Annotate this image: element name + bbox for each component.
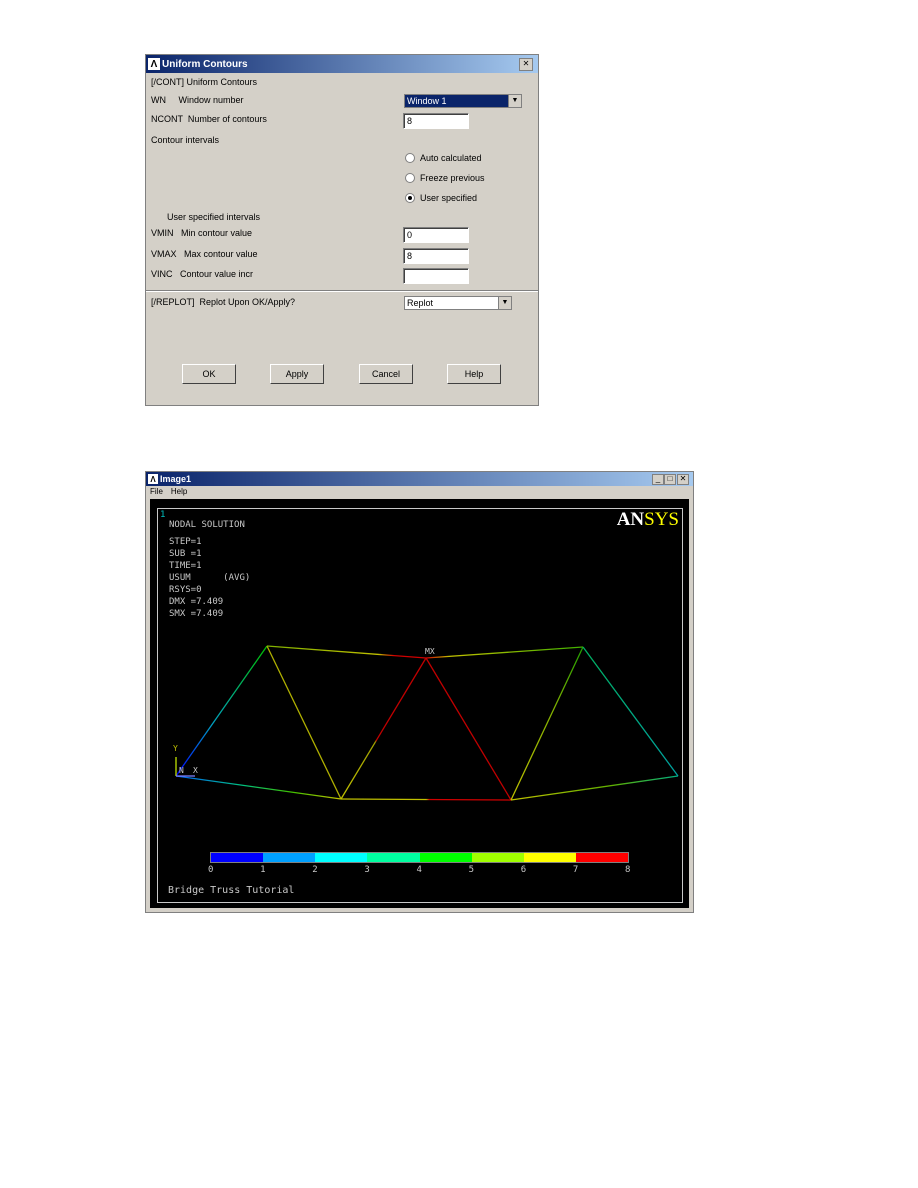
legend-segment <box>575 853 628 862</box>
ansys-logo: ANSYS <box>616 509 679 530</box>
apply-button[interactable]: Apply <box>270 364 324 384</box>
triad-y-label: Y <box>173 744 178 753</box>
info-line: TIME=1 <box>169 561 202 571</box>
legend-label: 7 <box>572 865 579 875</box>
chevron-down-icon[interactable]: ▼ <box>498 297 511 309</box>
plot-caption: Bridge Truss Tutorial <box>168 885 295 896</box>
info-line: RSYS=0 <box>169 585 202 595</box>
vmax-label: VMAX Max contour value <box>151 249 258 259</box>
wn-label: WN Window number <box>151 95 244 105</box>
chevron-down-icon[interactable]: ▼ <box>508 95 521 107</box>
contour-intervals-label: Contour intervals <box>151 135 220 145</box>
minimize-icon[interactable]: _ <box>652 474 664 485</box>
window-number-value: Window 1 <box>407 96 447 106</box>
image-window: Λ Image1 _ □ ✕ File Help 1 ANSYS NODAL SOL… <box>145 471 694 913</box>
legend-label: 6 <box>520 865 527 875</box>
legend-segment <box>263 853 316 862</box>
truss-plot <box>175 645 679 801</box>
info-line: DMX =7.409 <box>169 597 224 607</box>
truss-member <box>175 645 268 777</box>
dialog-title: Uniform Contours <box>162 58 248 70</box>
info-line: USUM (AVG) <box>169 573 251 583</box>
dialog-header: [/CONT] Uniform Contours <box>151 77 258 87</box>
ok-button[interactable]: OK <box>182 364 236 384</box>
radio-label: User specified <box>420 193 478 203</box>
radio-label: Auto calculated <box>420 153 482 163</box>
truss-member <box>582 646 679 777</box>
dialog-title-bar[interactable]: Λ Uniform Contours <box>146 55 538 73</box>
info-title: NODAL SOLUTION <box>169 520 245 530</box>
ansys-logo-icon: Λ <box>148 474 158 484</box>
radio-icon[interactable] <box>405 173 415 183</box>
maximize-icon[interactable]: □ <box>664 474 676 485</box>
ncont-input[interactable]: 8 <box>403 113 469 129</box>
radio-label: Freeze previous <box>420 173 485 183</box>
image-title-bar[interactable]: Λ Image1 <box>146 472 693 486</box>
truss-member <box>175 775 342 800</box>
radio-auto-calculated[interactable]: Auto calculated <box>405 153 482 163</box>
vmin-input[interactable]: 0 <box>403 227 469 243</box>
legend-label: 8 <box>625 865 631 875</box>
truss-member <box>266 645 342 800</box>
plot-frame <box>157 508 683 903</box>
info-line: SMX =7.409 <box>169 609 224 619</box>
radio-user-specified[interactable]: User specified <box>405 193 477 203</box>
radio-icon[interactable] <box>405 153 415 163</box>
info-line: SUB =1 <box>169 549 202 559</box>
replot-select[interactable]: Replot ▼ <box>404 296 512 310</box>
menu-file[interactable]: File <box>150 487 163 496</box>
window-number: 1 <box>160 510 166 520</box>
radio-checked-icon[interactable] <box>405 193 415 203</box>
divider <box>146 290 538 292</box>
menu-bar: File Help <box>150 487 187 496</box>
ansys-logo-icon: Λ <box>148 58 160 70</box>
vmax-input[interactable]: 8 <box>403 248 469 264</box>
vmin-label: VMIN Min contour value <box>151 228 253 238</box>
contour-legend-bar <box>210 852 629 863</box>
truss-member <box>510 646 584 801</box>
radio-freeze-previous[interactable]: Freeze previous <box>405 173 485 183</box>
help-button[interactable]: Help <box>447 364 501 384</box>
ncont-label: NCONT Number of contours <box>151 114 267 124</box>
info-line: STEP=1 <box>169 537 202 547</box>
legend-label: 3 <box>364 865 370 875</box>
legend-label: 0 <box>208 865 214 875</box>
uniform-contours-dialog: Λ Uniform Contours ✕ [/CONT] Uniform Cont… <box>145 54 539 406</box>
triad-n-label: N <box>179 766 184 775</box>
legend-label: 4 <box>416 865 422 875</box>
legend-segment <box>419 853 472 862</box>
truss-member <box>425 646 584 659</box>
replot-label: [/REPLOT] Replot Upon OK/Apply? <box>151 297 296 307</box>
legend-segment <box>471 853 524 862</box>
truss-member <box>340 657 427 800</box>
replot-value: Replot <box>407 298 434 308</box>
legend-label: 1 <box>260 865 266 875</box>
graphics-area[interactable]: 1 ANSYS NODAL SOLUTION STEP=1 SUB =1 TIM… <box>150 499 689 908</box>
menu-help[interactable]: Help <box>170 487 188 496</box>
window-number-select[interactable]: Window 1 ▼ <box>404 94 522 108</box>
truss-member <box>266 645 427 659</box>
vinc-input[interactable] <box>403 268 469 284</box>
triad-x-label: X <box>193 766 198 775</box>
image-title: Image1 <box>160 474 192 484</box>
legend-segment <box>523 853 576 862</box>
legend-segment <box>315 853 368 862</box>
legend-segment <box>211 853 264 862</box>
legend-segment <box>367 853 420 862</box>
max-label: MX <box>425 647 435 656</box>
vinc-label: VINC Contour value incr <box>151 269 254 279</box>
truss-member <box>340 798 512 801</box>
truss-member <box>425 657 512 801</box>
cancel-button[interactable]: Cancel <box>359 364 413 384</box>
legend-label: 2 <box>312 865 318 875</box>
truss-member <box>510 775 679 801</box>
close-icon[interactable]: ✕ <box>677 474 689 485</box>
legend-label: 5 <box>468 865 475 875</box>
user-intervals-label: User specified intervals <box>167 212 261 222</box>
close-icon[interactable]: ✕ <box>519 58 533 71</box>
